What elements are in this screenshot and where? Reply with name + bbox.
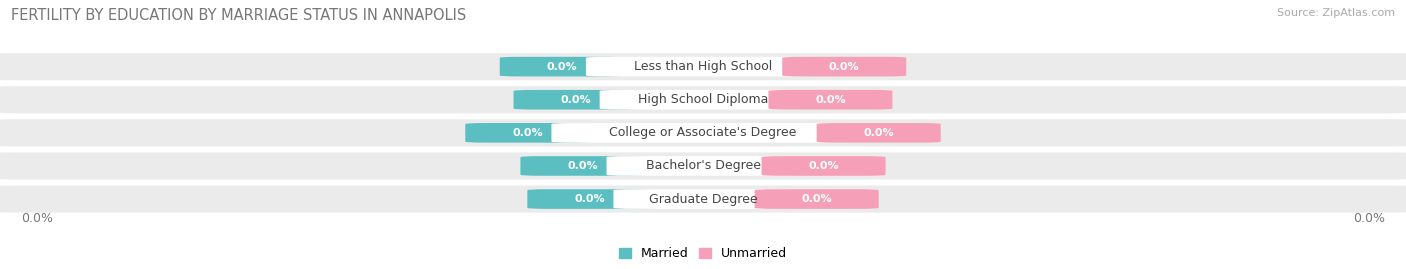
FancyBboxPatch shape bbox=[551, 123, 855, 143]
Legend: Married, Unmarried: Married, Unmarried bbox=[616, 245, 790, 263]
FancyBboxPatch shape bbox=[586, 57, 820, 76]
FancyBboxPatch shape bbox=[499, 57, 624, 76]
Text: 0.0%: 0.0% bbox=[547, 62, 576, 72]
Text: Source: ZipAtlas.com: Source: ZipAtlas.com bbox=[1277, 8, 1395, 18]
FancyBboxPatch shape bbox=[0, 186, 1406, 213]
Text: Bachelor's Degree: Bachelor's Degree bbox=[645, 160, 761, 172]
FancyBboxPatch shape bbox=[613, 189, 793, 209]
FancyBboxPatch shape bbox=[513, 90, 637, 109]
FancyBboxPatch shape bbox=[755, 189, 879, 209]
Text: 0.0%: 0.0% bbox=[815, 95, 846, 105]
FancyBboxPatch shape bbox=[527, 189, 651, 209]
FancyBboxPatch shape bbox=[782, 57, 907, 76]
Text: 0.0%: 0.0% bbox=[863, 128, 894, 138]
FancyBboxPatch shape bbox=[0, 53, 1406, 80]
Text: 0.0%: 0.0% bbox=[21, 212, 53, 225]
Text: Less than High School: Less than High School bbox=[634, 60, 772, 73]
Text: 0.0%: 0.0% bbox=[560, 95, 591, 105]
Text: 0.0%: 0.0% bbox=[830, 62, 859, 72]
Text: 0.0%: 0.0% bbox=[808, 161, 839, 171]
Text: 0.0%: 0.0% bbox=[801, 194, 832, 204]
FancyBboxPatch shape bbox=[769, 90, 893, 109]
Text: 0.0%: 0.0% bbox=[574, 194, 605, 204]
Text: FERTILITY BY EDUCATION BY MARRIAGE STATUS IN ANNAPOLIS: FERTILITY BY EDUCATION BY MARRIAGE STATU… bbox=[11, 8, 467, 23]
FancyBboxPatch shape bbox=[599, 90, 807, 109]
FancyBboxPatch shape bbox=[0, 152, 1406, 179]
Text: 0.0%: 0.0% bbox=[567, 161, 598, 171]
FancyBboxPatch shape bbox=[606, 156, 800, 176]
Text: 0.0%: 0.0% bbox=[1353, 212, 1385, 225]
FancyBboxPatch shape bbox=[465, 123, 589, 143]
Text: 0.0%: 0.0% bbox=[512, 128, 543, 138]
FancyBboxPatch shape bbox=[520, 156, 644, 176]
FancyBboxPatch shape bbox=[762, 156, 886, 176]
Text: Graduate Degree: Graduate Degree bbox=[648, 193, 758, 206]
FancyBboxPatch shape bbox=[0, 119, 1406, 146]
Text: High School Diploma: High School Diploma bbox=[638, 93, 768, 106]
FancyBboxPatch shape bbox=[817, 123, 941, 143]
FancyBboxPatch shape bbox=[0, 86, 1406, 113]
Text: College or Associate's Degree: College or Associate's Degree bbox=[609, 126, 797, 139]
